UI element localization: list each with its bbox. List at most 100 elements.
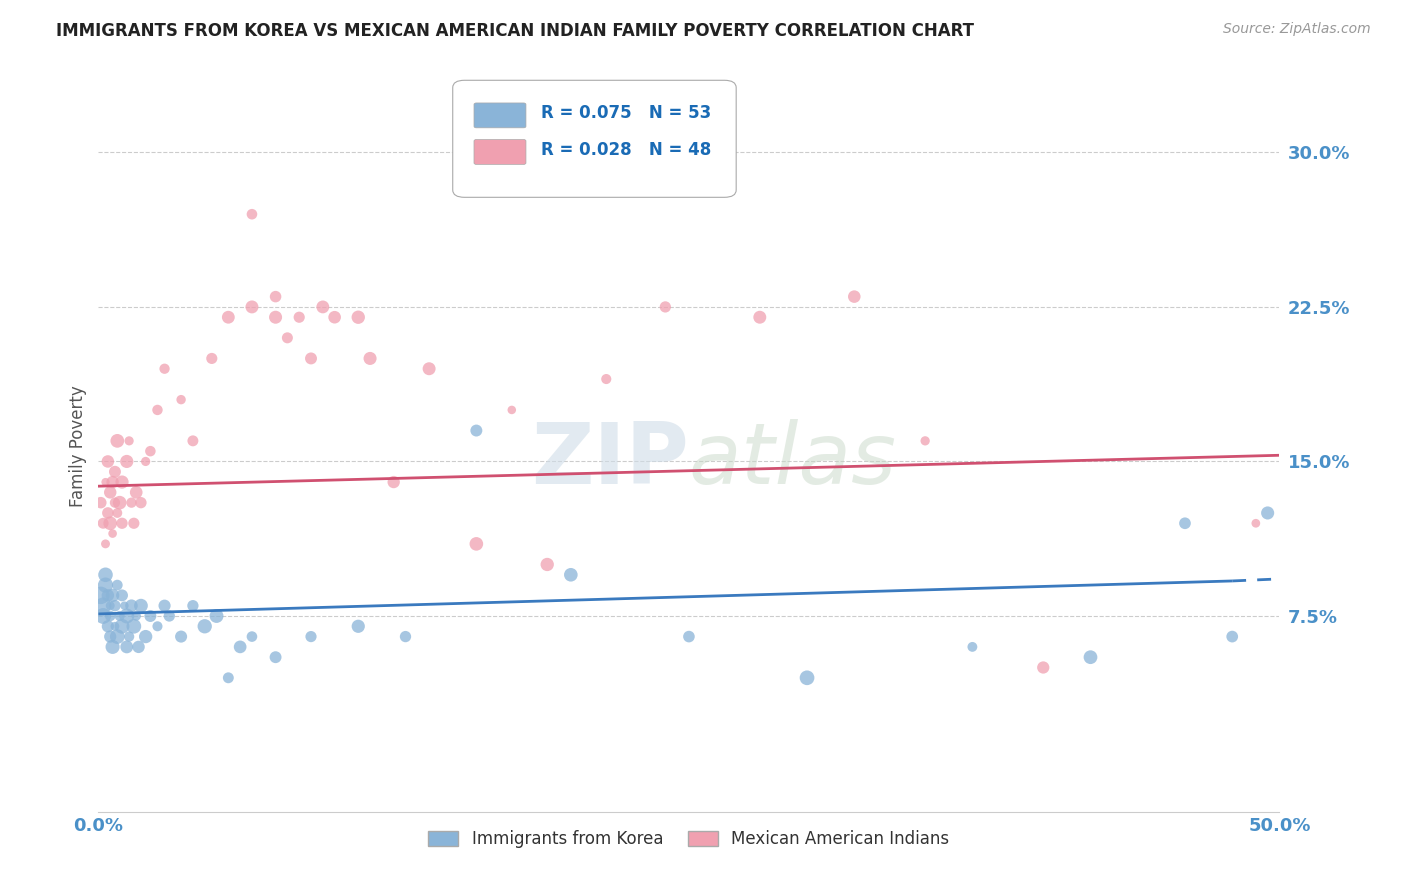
Point <box>181 434 204 448</box>
Point <box>217 310 239 325</box>
Point <box>97 619 120 633</box>
Point <box>264 650 287 665</box>
Point <box>170 630 193 644</box>
Point <box>299 630 322 644</box>
Point <box>240 630 263 644</box>
Point <box>101 526 124 541</box>
Point <box>157 609 180 624</box>
Point <box>115 454 138 468</box>
Y-axis label: Family Poverty: Family Poverty <box>69 385 87 507</box>
Point <box>264 290 287 304</box>
Point <box>125 609 148 624</box>
Point <box>104 599 127 613</box>
Legend: Immigrants from Korea, Mexican American Indians: Immigrants from Korea, Mexican American … <box>422 823 956 855</box>
Point <box>217 671 239 685</box>
Point <box>97 454 120 468</box>
Point <box>104 496 127 510</box>
Point <box>748 310 770 325</box>
Point <box>394 630 416 644</box>
Point <box>560 567 582 582</box>
Point <box>205 609 228 624</box>
Point <box>111 475 134 489</box>
Point <box>97 506 120 520</box>
Point <box>90 588 112 602</box>
Point <box>101 475 124 489</box>
Point <box>118 630 141 644</box>
Point <box>111 516 134 531</box>
Point <box>299 351 322 366</box>
FancyBboxPatch shape <box>453 80 737 197</box>
Point <box>347 619 370 633</box>
Point <box>98 599 121 613</box>
Point <box>98 516 121 531</box>
Point <box>105 578 128 592</box>
Point <box>115 640 138 654</box>
Point <box>128 640 150 654</box>
Point <box>312 300 335 314</box>
Point <box>501 403 523 417</box>
Point <box>90 496 112 510</box>
Point <box>139 609 162 624</box>
Point <box>98 485 121 500</box>
Point <box>112 599 135 613</box>
Text: IMMIGRANTS FROM KOREA VS MEXICAN AMERICAN INDIAN FAMILY POVERTY CORRELATION CHAR: IMMIGRANTS FROM KOREA VS MEXICAN AMERICA… <box>56 22 974 40</box>
Point <box>105 506 128 520</box>
Point <box>121 496 143 510</box>
Point <box>1174 516 1197 531</box>
Point <box>101 588 124 602</box>
Point <box>129 599 152 613</box>
Text: ZIP: ZIP <box>531 419 689 502</box>
Point <box>962 640 984 654</box>
Point <box>135 454 157 468</box>
Point <box>678 630 700 644</box>
Point <box>170 392 193 407</box>
Point <box>418 361 440 376</box>
Point <box>153 361 176 376</box>
Point <box>104 619 127 633</box>
Text: R = 0.075   N = 53: R = 0.075 N = 53 <box>541 104 711 122</box>
Point <box>1220 630 1243 644</box>
Point <box>465 424 488 438</box>
Point <box>115 609 138 624</box>
Point <box>108 609 131 624</box>
FancyBboxPatch shape <box>474 139 526 164</box>
Point <box>465 537 488 551</box>
Point <box>276 331 298 345</box>
Point <box>121 599 143 613</box>
Text: atlas: atlas <box>689 419 897 502</box>
FancyBboxPatch shape <box>474 103 526 128</box>
Point <box>382 475 405 489</box>
Point <box>91 609 114 624</box>
Point <box>146 403 169 417</box>
Point <box>1080 650 1102 665</box>
Point <box>108 496 131 510</box>
Point <box>97 588 120 602</box>
Point <box>201 351 224 366</box>
Point <box>139 444 162 458</box>
Point <box>240 300 263 314</box>
Point <box>111 619 134 633</box>
Point <box>1257 506 1279 520</box>
Point <box>146 619 169 633</box>
Point <box>118 434 141 448</box>
Point <box>288 310 311 325</box>
Point <box>536 558 558 572</box>
Point <box>1032 660 1054 674</box>
Point <box>153 599 176 613</box>
Point <box>194 619 217 633</box>
Point <box>595 372 617 386</box>
Point <box>122 619 145 633</box>
Point <box>135 630 157 644</box>
Text: R = 0.028   N = 48: R = 0.028 N = 48 <box>541 141 711 159</box>
Point <box>347 310 370 325</box>
Point <box>91 599 114 613</box>
Point <box>91 516 114 531</box>
Point <box>101 640 124 654</box>
Point <box>181 599 204 613</box>
Point <box>98 609 121 624</box>
Point <box>323 310 346 325</box>
Point <box>240 207 263 221</box>
Point <box>105 434 128 448</box>
Point <box>125 485 148 500</box>
Point <box>94 567 117 582</box>
